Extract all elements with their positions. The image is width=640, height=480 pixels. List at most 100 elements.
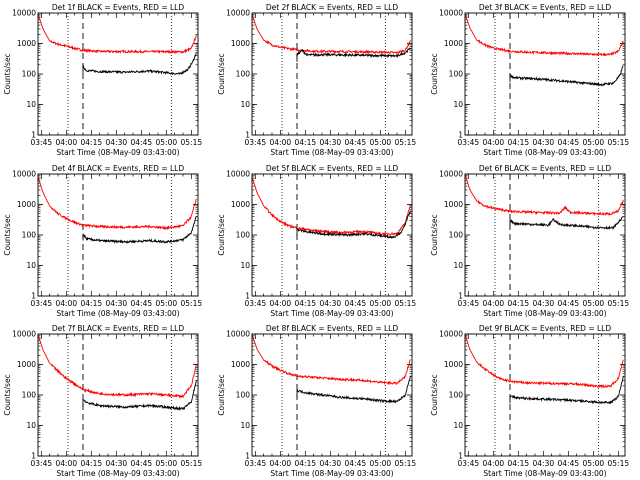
chart-title: Det 8f BLACK = Events, RED = LLD — [266, 324, 399, 333]
plot-frame — [37, 333, 199, 457]
x-tick-label: 04:00 — [56, 138, 78, 147]
x-tick-label: 04:45 — [558, 138, 580, 147]
y-tick-label: 10 — [453, 100, 463, 109]
chart-panel-8: Det 8f BLACK = Events, RED = LLD Counts/s… — [217, 324, 416, 478]
lld-series-line — [37, 13, 197, 55]
x-tick-label: 03:45 — [245, 299, 267, 308]
chart-panel-5: Det 5f BLACK = Events, RED = LLD Counts/s… — [217, 164, 416, 318]
x-tick-label: 05:00 — [583, 138, 605, 147]
x-tick-label: 04:15 — [508, 459, 530, 468]
chart-panel-9: Det 9f BLACK = Events, RED = LLD Counts/s… — [430, 324, 629, 478]
chart-title: Det 9f BLACK = Events, RED = LLD — [479, 324, 612, 333]
x-tick-label: 04:45 — [131, 299, 153, 308]
plot-frame — [251, 173, 413, 297]
events-series-line — [509, 215, 624, 230]
y-tick-label: 1 — [245, 292, 250, 301]
x-tick-label: 04:30 — [320, 299, 342, 308]
x-tick-label: 04:45 — [345, 299, 367, 308]
x-tick-label: 05:00 — [370, 299, 392, 308]
lld-series-line — [464, 13, 624, 57]
y-tick-label: 1000 — [231, 39, 250, 48]
x-tick-label: 04:00 — [483, 138, 505, 147]
x-tick-label: 05:00 — [370, 138, 392, 147]
y-axis-label: Counts/sec — [430, 53, 439, 94]
x-axis-label: Start Time (08-May-09 03:43:00) — [270, 309, 393, 318]
chart-title: Det 3f BLACK = Events, RED = LLD — [479, 3, 612, 12]
lld-series-line — [464, 334, 624, 389]
x-tick-label: 04:15 — [508, 299, 530, 308]
x-tick-label: 05:15 — [395, 138, 417, 147]
x-tick-label: 05:00 — [583, 299, 605, 308]
x-tick-label: 04:00 — [270, 299, 292, 308]
y-tick-label: 1 — [31, 452, 36, 461]
y-tick-label: 10 — [26, 100, 36, 109]
x-tick-label: 04:15 — [508, 138, 530, 147]
plot-frame — [37, 173, 199, 297]
x-tick-label: 03:45 — [245, 459, 267, 468]
events-series-line — [82, 52, 197, 76]
x-tick-label: 04:30 — [106, 138, 128, 147]
y-tick-label: 10000 — [12, 170, 36, 179]
plot-frame — [464, 173, 626, 297]
x-tick-label: 05:15 — [181, 299, 203, 308]
x-tick-label: 04:15 — [295, 299, 317, 308]
events-series-line — [296, 210, 411, 239]
y-tick-label: 10 — [26, 421, 36, 430]
plot-frame — [464, 12, 626, 136]
x-tick-label: 04:15 — [81, 138, 103, 147]
x-tick-label: 04:30 — [106, 299, 128, 308]
x-tick-label: 04:15 — [81, 299, 103, 308]
y-axis-label: Counts/sec — [217, 214, 226, 255]
y-tick-label: 1000 — [444, 39, 463, 48]
x-tick-label: 03:45 — [31, 138, 53, 147]
x-tick-label: 04:15 — [295, 138, 317, 147]
x-tick-label: 05:15 — [608, 138, 630, 147]
plot-frame — [37, 12, 199, 136]
events-series-line — [82, 216, 197, 244]
x-tick-label: 05:00 — [583, 459, 605, 468]
chart-title: Det 2f BLACK = Events, RED = LLD — [266, 3, 399, 12]
x-axis-label: Start Time (08-May-09 03:43:00) — [270, 148, 393, 157]
x-tick-label: 04:00 — [270, 138, 292, 147]
y-tick-label: 1 — [245, 452, 250, 461]
x-tick-label: 03:45 — [458, 299, 480, 308]
x-tick-label: 04:00 — [483, 459, 505, 468]
x-tick-label: 05:00 — [156, 138, 178, 147]
x-tick-label: 05:15 — [181, 138, 203, 147]
y-tick-label: 1000 — [444, 200, 463, 209]
y-tick-label: 1000 — [17, 360, 36, 369]
chart-panel-2: Det 2f BLACK = Events, RED = LLD Counts/s… — [217, 3, 416, 157]
x-tick-label: 05:15 — [608, 459, 630, 468]
x-tick-label: 03:45 — [245, 138, 267, 147]
y-axis-label: Counts/sec — [3, 214, 12, 255]
events-series-line — [509, 65, 624, 87]
x-tick-label: 04:30 — [533, 299, 555, 308]
x-axis-label: Start Time (08-May-09 03:43:00) — [56, 148, 179, 157]
x-axis-label: Start Time (08-May-09 03:43:00) — [483, 309, 606, 318]
chart-panel-6: Det 6f BLACK = Events, RED = LLD Counts/s… — [430, 164, 629, 318]
chart-panel-3: Det 3f BLACK = Events, RED = LLD Counts/s… — [430, 3, 629, 157]
y-tick-label: 1 — [458, 292, 463, 301]
lld-series-line — [251, 176, 411, 237]
x-tick-label: 04:30 — [106, 459, 128, 468]
events-series-line — [82, 380, 197, 412]
x-axis-label: Start Time (08-May-09 03:43:00) — [56, 469, 179, 478]
y-tick-label: 1000 — [444, 360, 463, 369]
y-tick-label: 10 — [240, 261, 250, 270]
y-tick-label: 100 — [22, 231, 37, 240]
x-tick-label: 03:45 — [458, 138, 480, 147]
y-axis-label: Counts/sec — [430, 374, 439, 415]
y-tick-label: 10000 — [226, 9, 250, 18]
y-tick-label: 1000 — [231, 360, 250, 369]
x-tick-label: 04:45 — [345, 459, 367, 468]
events-series-line — [296, 375, 411, 404]
y-tick-label: 10 — [240, 421, 250, 430]
events-series-line — [296, 47, 411, 62]
x-tick-label: 03:45 — [31, 299, 53, 308]
chart-panel-7: Det 7f BLACK = Events, RED = LLD Counts/s… — [3, 324, 202, 478]
y-tick-label: 10000 — [439, 170, 463, 179]
y-tick-label: 10 — [453, 421, 463, 430]
chart-title: Det 7f BLACK = Events, RED = LLD — [52, 324, 185, 333]
x-tick-label: 04:30 — [320, 138, 342, 147]
x-tick-label: 05:15 — [181, 459, 203, 468]
